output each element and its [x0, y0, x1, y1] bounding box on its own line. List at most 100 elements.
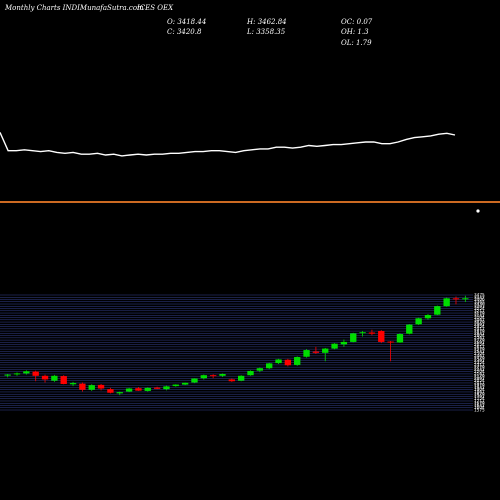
oc-value: OC: 0.07: [341, 18, 373, 26]
close-value: C: 3420.8: [167, 28, 202, 36]
price-tick-label: 2729: [474, 338, 485, 343]
candle: [181, 382, 189, 386]
price-tick-label: 3142: [474, 313, 485, 318]
price-tick-label: 2242: [474, 367, 485, 372]
price-tick-label: 2054: [474, 378, 485, 383]
candle: [275, 358, 282, 364]
price-tick-label: 3217: [474, 308, 485, 313]
candle-body: [191, 378, 198, 383]
candle-body: [125, 388, 133, 392]
candle-body: [237, 375, 245, 381]
candle: [191, 378, 198, 384]
candle-body: [60, 376, 67, 384]
candle-body: [228, 379, 236, 382]
candle-body: [163, 386, 170, 390]
candle-body: [443, 298, 450, 307]
candle: [4, 373, 11, 378]
price-tick-label: 2542: [474, 349, 485, 354]
price-tick-label: 1754: [474, 396, 485, 401]
candle-body: [209, 375, 217, 377]
price-tick-label: 2917: [474, 326, 485, 331]
candle-body: [4, 374, 11, 376]
price-tick-label: 1642: [474, 403, 485, 408]
candle: [284, 358, 292, 367]
candle: [97, 383, 105, 391]
candle-body: [247, 370, 254, 376]
price-tick-label: 2879: [474, 329, 485, 334]
price-tick-label: 2842: [474, 331, 485, 336]
candle-body: [23, 371, 30, 374]
price-tick-label: 2692: [474, 340, 485, 345]
open-value: O: 3418.44: [167, 18, 207, 26]
price-tick-label: 1575: [474, 408, 485, 413]
candle-body: [256, 368, 264, 371]
candle: [41, 374, 49, 383]
candle: [79, 382, 86, 392]
candle: [247, 370, 254, 376]
candle: [60, 375, 67, 385]
candle-body: [378, 331, 385, 342]
candle: [350, 332, 357, 343]
candle-body: [312, 351, 320, 353]
candle-body: [424, 314, 432, 319]
price-tick-label: 1904: [474, 387, 485, 392]
candle-body: [331, 343, 338, 349]
candle: [23, 370, 30, 375]
candle-body: [406, 324, 413, 334]
candle: [322, 347, 329, 362]
candle-body: [340, 341, 348, 345]
candle: [116, 391, 123, 396]
symbol-label: ICES OEX: [137, 4, 174, 12]
line-panel: [0, 132, 456, 157]
candle-body: [368, 332, 376, 334]
candle: [69, 381, 77, 387]
candle: [424, 314, 432, 320]
price-tick-label: 2504: [474, 351, 485, 356]
line-series: [0, 132, 456, 157]
price-tick-label: 2467: [474, 353, 485, 358]
ol-value: OL: 1.79: [341, 39, 372, 47]
price-tick-label: 1717: [474, 398, 485, 403]
candle-body: [51, 375, 58, 381]
price-tick-label: 2317: [474, 362, 485, 367]
price-tick-label: 3254: [474, 306, 485, 311]
candle: [378, 330, 385, 344]
price-tick-label: 3179: [474, 311, 485, 316]
candle: [387, 341, 394, 362]
candle-body: [350, 333, 357, 342]
price-tick-label: 2092: [474, 376, 485, 381]
candlestick-panel: [4, 295, 469, 396]
price-tick-label: 1604: [474, 405, 485, 410]
candle: [219, 373, 226, 378]
candle: [294, 356, 301, 366]
candle-body: [116, 392, 123, 394]
price-tick-label: 2617: [474, 344, 485, 349]
candle-body: [462, 298, 469, 300]
candle-body: [200, 375, 207, 379]
candle: [237, 375, 245, 382]
candle: [406, 324, 413, 335]
candle: [443, 297, 450, 307]
price-tick-label: 3406: [474, 297, 485, 302]
candle-body: [181, 382, 189, 385]
price-tick-label: 2804: [474, 333, 485, 338]
price-tick-label: 1829: [474, 392, 485, 397]
candle: [13, 372, 21, 376]
candle-body: [396, 334, 404, 343]
candle: [415, 317, 422, 325]
candle: [396, 333, 404, 343]
candle-body: [153, 387, 161, 389]
candle: [51, 374, 58, 382]
candle: [88, 384, 95, 391]
candle: [359, 331, 366, 337]
separator-marker: [476, 209, 480, 213]
price-tick-label: 2579: [474, 347, 485, 352]
price-tick-label: 3293: [474, 304, 485, 309]
price-tick-label: 3365: [474, 299, 485, 304]
candle: [135, 387, 142, 391]
price-tick-label: 3104: [474, 315, 485, 320]
price-tick-label: 2017: [474, 380, 485, 385]
candle: [200, 374, 207, 380]
candle: [172, 384, 179, 387]
price-tick-label: 3067: [474, 317, 485, 322]
